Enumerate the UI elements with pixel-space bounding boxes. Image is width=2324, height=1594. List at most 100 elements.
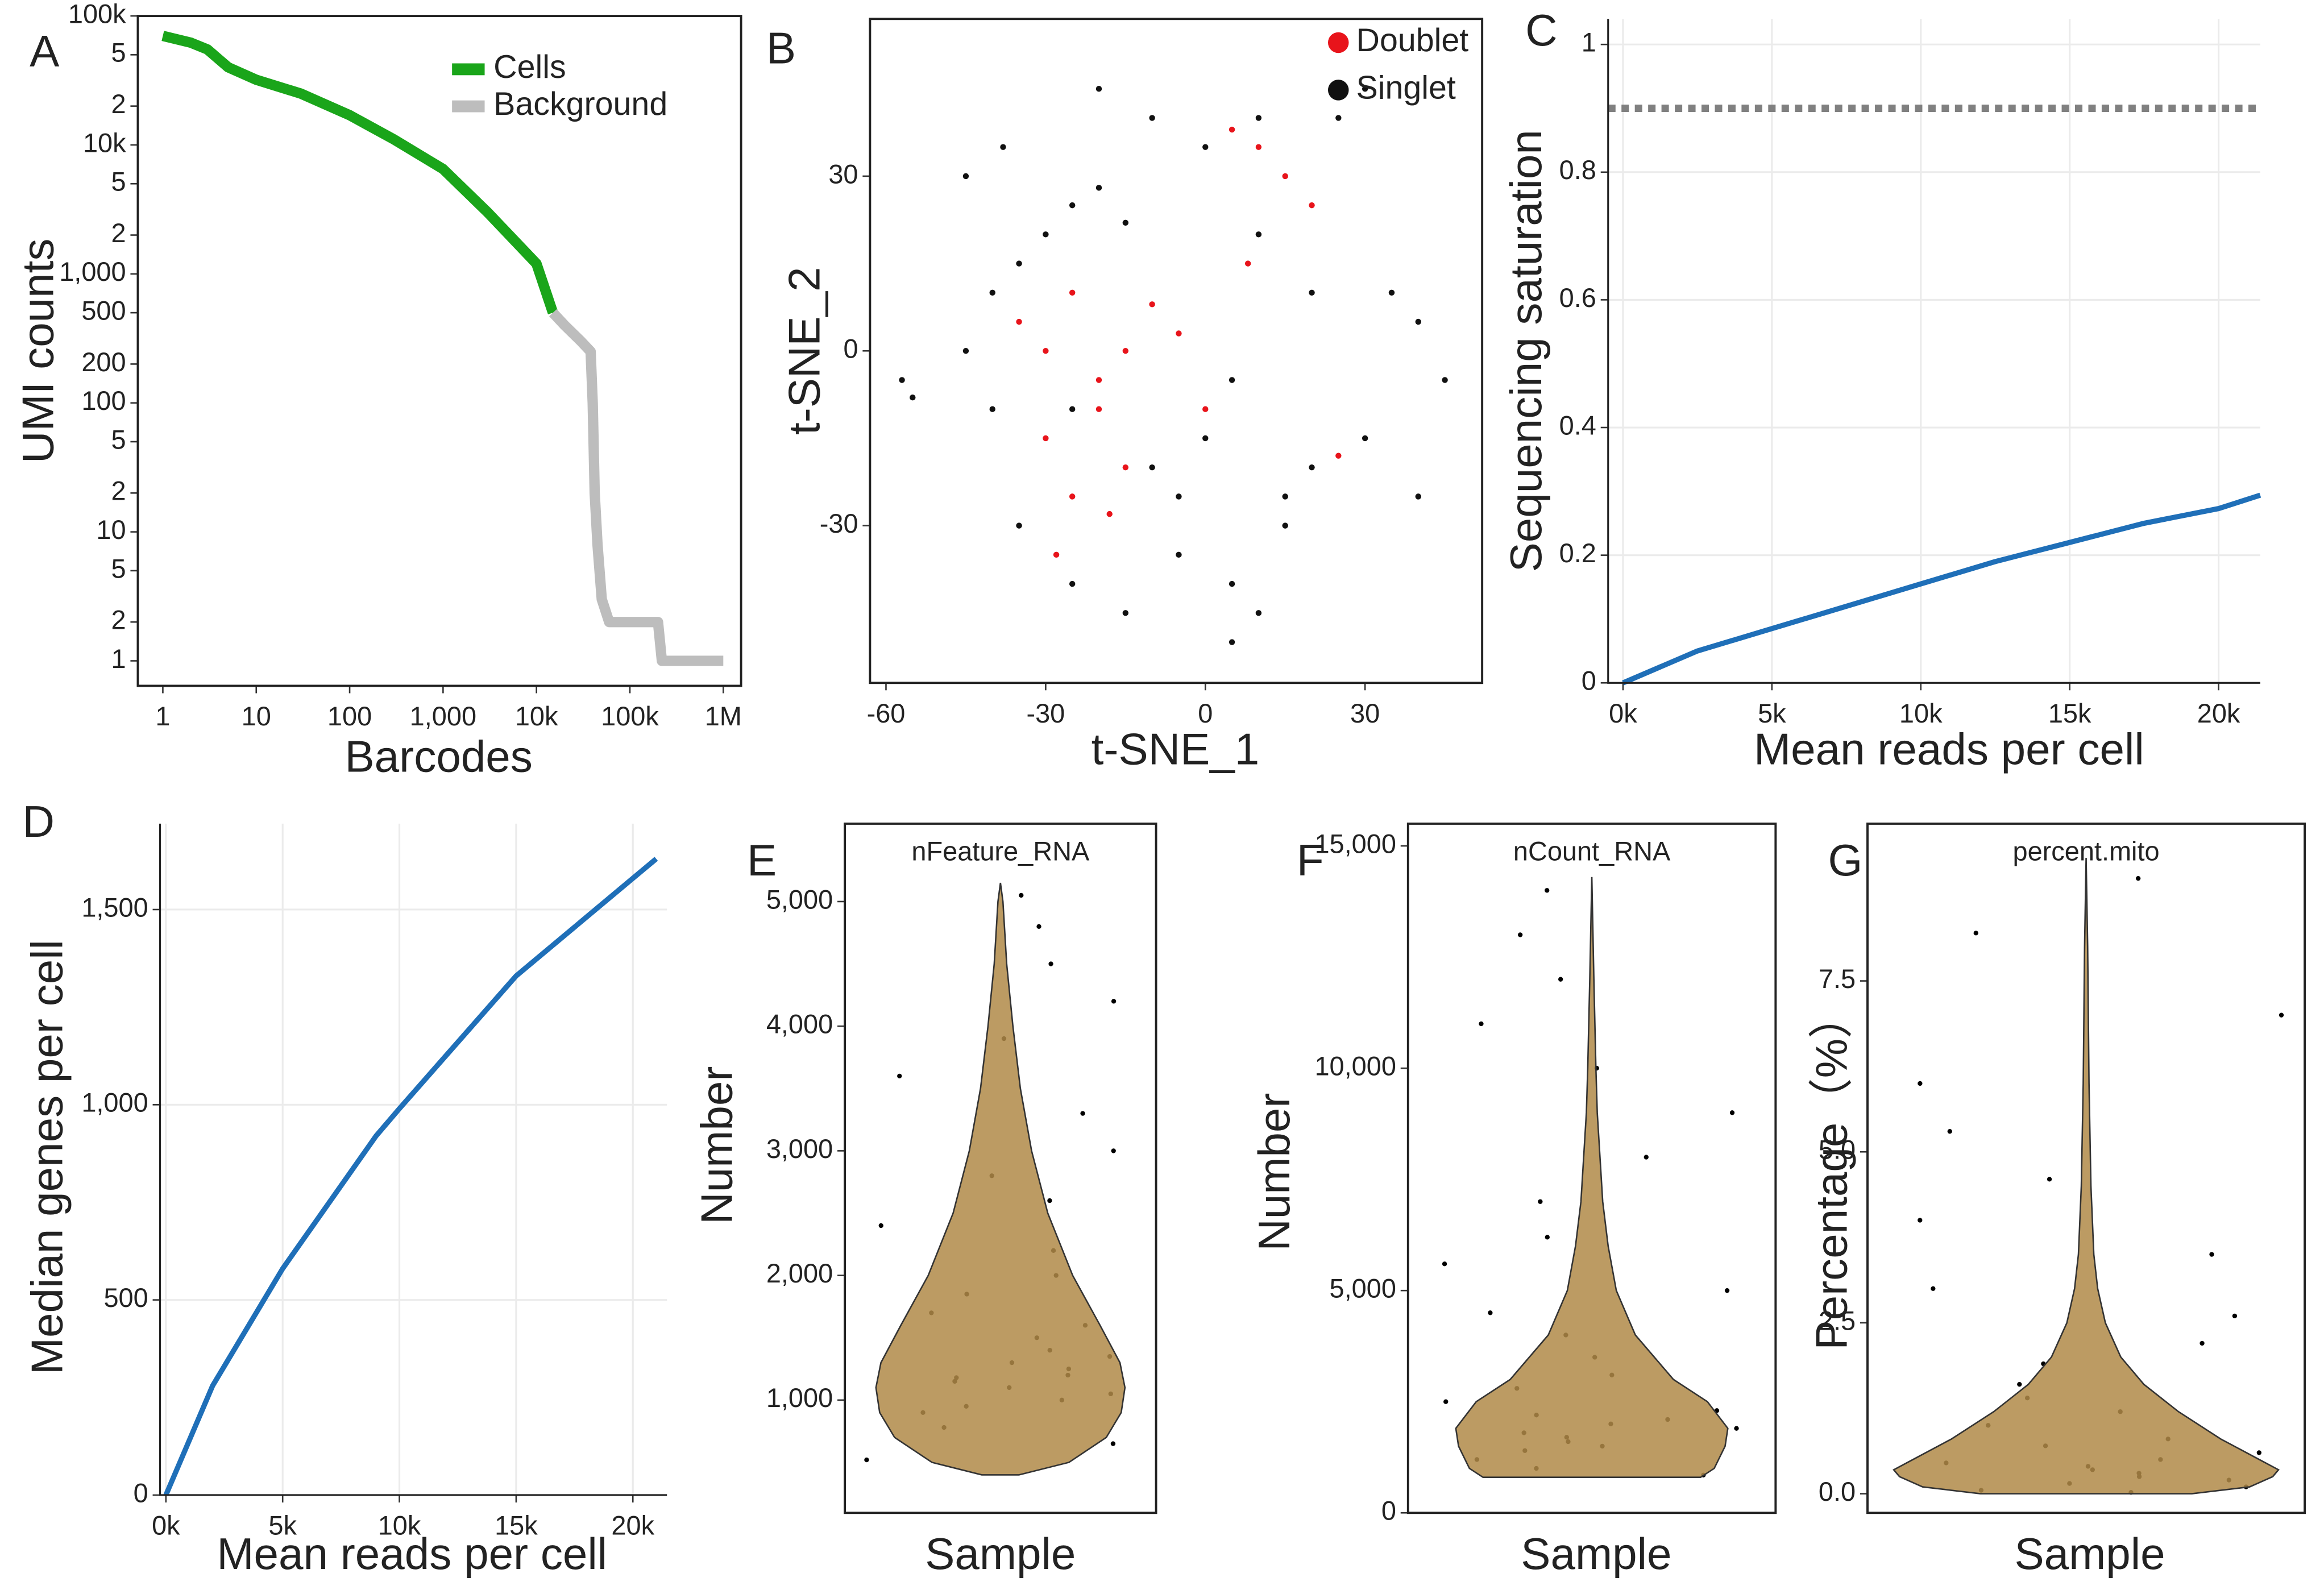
y-tick-label: 5 [111, 38, 126, 68]
y-tick-label: 1,000 [59, 257, 126, 287]
y-tick-label: 1 [111, 644, 126, 674]
point [1069, 493, 1076, 500]
jitter-point [1729, 1110, 1735, 1115]
point [1202, 406, 1209, 412]
point [1016, 522, 1022, 529]
y-tick-label: 2 [111, 218, 126, 248]
point [1202, 435, 1209, 442]
point [989, 406, 995, 412]
point [962, 348, 969, 354]
y-tick-label: 100 [81, 386, 126, 416]
legend-swatch [452, 63, 485, 76]
x-tick-label: 5k [1758, 699, 1786, 728]
point [1069, 202, 1076, 209]
x-tick-label: 10 [242, 701, 271, 731]
point [1309, 289, 1315, 296]
jitter-point [1947, 1128, 1952, 1134]
point [899, 377, 905, 383]
y-tick-label: 0 [843, 334, 858, 364]
x-tick-label: 100k [601, 701, 659, 731]
line [163, 857, 658, 1496]
y-tick-label: 5,000 [766, 885, 833, 914]
jitter-point [1047, 1198, 1052, 1203]
legend-swatch [452, 100, 485, 113]
x-axis-title: t-SNE_1 [1092, 724, 1260, 774]
jitter-point [1734, 1426, 1739, 1431]
point [1229, 639, 1235, 645]
jitter-point [1048, 961, 1053, 966]
point [1149, 464, 1155, 471]
y-tick-label: 2 [111, 605, 126, 635]
point [1176, 493, 1182, 500]
axis-lines [1607, 19, 2260, 684]
point [1415, 318, 1422, 325]
y-axis-title: Number [1249, 1093, 1299, 1251]
y-tick-label: 5 [111, 554, 126, 583]
y-axis-title: Number [692, 1066, 742, 1224]
x-tick-label: -30 [1026, 699, 1065, 728]
y-tick-label: 10 [96, 515, 126, 545]
point [1095, 185, 1102, 191]
panel-label: E [747, 835, 777, 885]
point [1229, 126, 1235, 133]
point [1309, 202, 1315, 209]
point [1149, 301, 1155, 308]
legend-label: Background [493, 86, 667, 122]
point [1122, 219, 1129, 226]
panel-label: B [766, 23, 796, 73]
y-tick-label: 100k [68, 0, 126, 28]
point [1069, 289, 1076, 296]
point [1442, 377, 1448, 383]
legend-label: Singlet [1356, 70, 1456, 106]
jitter-point [1111, 999, 1117, 1004]
point [1095, 85, 1102, 92]
jitter-point [1111, 1148, 1116, 1153]
x-tick-label: 10k [1899, 699, 1943, 728]
panel: E 1,000 2,000 3,000 4,000 5,000 Sample Number nF… [692, 822, 1157, 1579]
y-tick-label: 500 [81, 296, 126, 326]
panel-label: F [1297, 835, 1324, 885]
panel: F 0 5,000 10,000 15,000 Sample Number nCount_RN… [1249, 822, 1777, 1579]
y-tick-label: 2.5 [1819, 1306, 1856, 1335]
y-tick-label: 1 [1582, 28, 1596, 57]
jitter-point [1488, 1310, 1493, 1315]
jitter-point [1918, 1218, 1923, 1223]
point [1176, 330, 1182, 337]
jitter-point [2232, 1313, 2238, 1319]
point [1309, 464, 1315, 471]
x-tick-label: 15k [2048, 699, 2091, 728]
point [1415, 493, 1422, 500]
y-tick-label: 0.4 [1559, 410, 1596, 440]
panel-title: nCount_RNA [1513, 836, 1671, 866]
y-tick-label: 5 [111, 167, 126, 197]
y-tick-label: 2 [111, 476, 126, 506]
jitter-point [2279, 1012, 2284, 1018]
y-axis-title: t-SNE_2 [779, 267, 829, 435]
jitter-point [897, 1073, 902, 1079]
point [1095, 377, 1102, 383]
point [1122, 610, 1129, 616]
jitter-point [1110, 1441, 1116, 1446]
jitter-point [1479, 1021, 1484, 1027]
point [1388, 289, 1395, 296]
legend-label: Doublet [1356, 22, 1469, 59]
point [910, 395, 916, 401]
point [1043, 435, 1049, 442]
axis-lines [159, 823, 667, 1496]
y-tick-label: 1,500 [81, 893, 148, 922]
panel-frame [844, 822, 1157, 1514]
point [1000, 144, 1006, 150]
y-tick-label: 0.2 [1559, 538, 1596, 568]
x-tick-label: 1,000 [410, 701, 476, 731]
y-tick-label: 200 [81, 347, 126, 377]
y-tick-label: 10,000 [1314, 1051, 1396, 1081]
point [1053, 551, 1060, 558]
point [1282, 522, 1288, 529]
y-tick-label: 15,000 [1314, 829, 1396, 858]
panel-label: C [1525, 5, 1557, 55]
point [1282, 173, 1288, 180]
y-tick-label: 30 [828, 159, 858, 189]
x-tick-label: 0k [152, 1511, 180, 1541]
point [1255, 115, 1262, 121]
x-axis-title: Mean reads per cell [1754, 724, 2144, 774]
